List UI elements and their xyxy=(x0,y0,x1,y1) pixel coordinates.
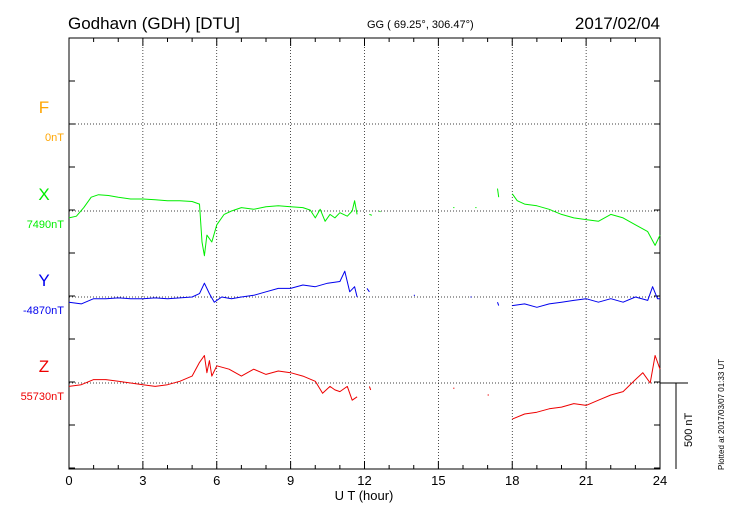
x-tick-label: 0 xyxy=(65,473,72,488)
series-y-segment-5 xyxy=(512,286,660,308)
series-x-segment-2 xyxy=(378,210,381,213)
component-name-z: Z xyxy=(39,357,49,376)
scale-bar: 500 nT xyxy=(660,382,695,469)
scale-bar-label: 500 nT xyxy=(683,412,695,447)
x-tick-label: 15 xyxy=(431,473,445,488)
component-baseline-x: 7490nT xyxy=(27,219,65,231)
plotted-at-note: Plotted at 2017/03/07 01:33 UT xyxy=(717,359,726,470)
series-x-segment-0 xyxy=(68,194,358,257)
component-name-y: Y xyxy=(38,271,49,290)
component-name-f: F xyxy=(39,98,49,117)
series-x-segment-6 xyxy=(511,193,661,246)
series-z-segment-0 xyxy=(68,355,358,401)
series-group xyxy=(68,188,661,420)
station-title: Godhavn (GDH) [DTU] xyxy=(68,14,240,33)
component-baseline-f: 0nT xyxy=(45,132,64,144)
component-baseline-z: 55730nT xyxy=(21,391,65,403)
series-y-segment-1 xyxy=(366,288,370,293)
series-x-segment-5 xyxy=(497,188,500,198)
component-labels: F 0nT X 7490nT Y -4870nT Z 55730nT xyxy=(21,98,65,403)
axis-ticks: 0 3 6 9 12 15 18 21 24 xyxy=(65,37,667,488)
component-name-x: X xyxy=(38,185,49,204)
grid-lines xyxy=(69,38,660,469)
series-z-segment-1 xyxy=(368,386,372,391)
plot-date: 2017/02/04 xyxy=(575,14,660,33)
x-tick-label: 24 xyxy=(653,473,667,488)
station-coordinates: GG ( 69.25°, 306.47°) xyxy=(367,19,474,31)
series-z-segment-4 xyxy=(512,355,661,420)
series-y-segment-0 xyxy=(68,270,358,305)
x-tick-label: 3 xyxy=(139,473,146,488)
component-baseline-y: -4870nT xyxy=(23,305,64,317)
x-axis-label: U T (hour) xyxy=(335,488,394,503)
x-tick-label: 9 xyxy=(287,473,294,488)
x-tick-label: 21 xyxy=(579,473,593,488)
series-x-segment-1 xyxy=(369,213,373,216)
x-tick-label: 12 xyxy=(357,473,371,488)
x-tick-label: 18 xyxy=(505,473,519,488)
series-y-segment-4 xyxy=(497,302,500,306)
x-tick-label: 6 xyxy=(213,473,220,488)
